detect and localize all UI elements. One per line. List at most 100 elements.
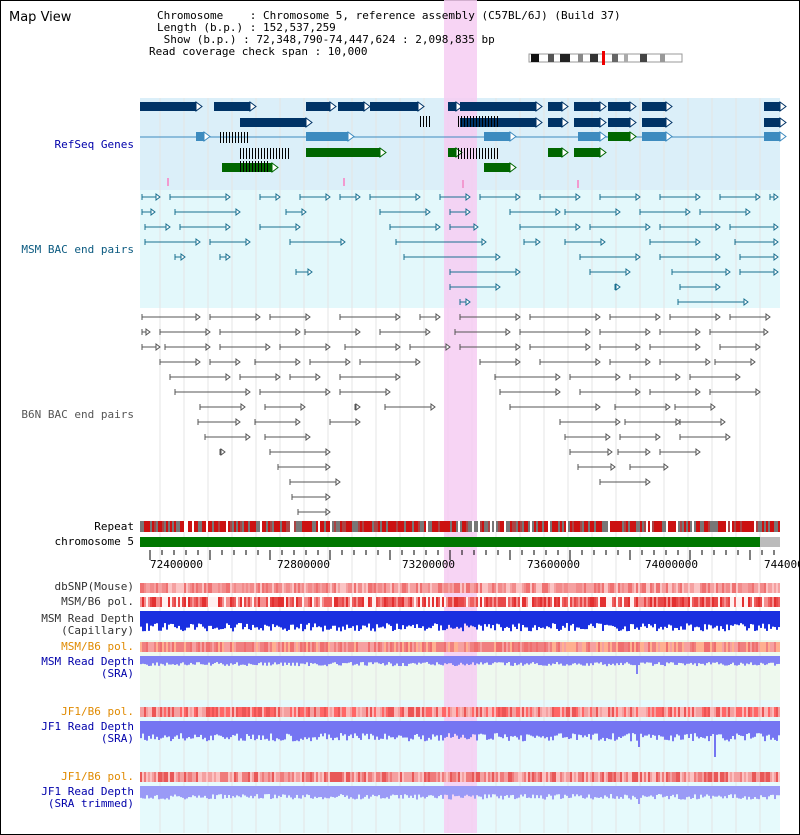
depth-bar [280, 786, 282, 797]
depth-bar [714, 611, 716, 628]
depth-bar [276, 721, 278, 739]
track-label-jf1-depth-sra[interactable]: JF1 Read Depth (SRA) [41, 721, 134, 745]
depth-bar [402, 656, 404, 664]
heat-mark [414, 642, 416, 652]
depth-bar [494, 786, 496, 795]
heat-mark [646, 772, 648, 782]
heat-mark [584, 583, 586, 593]
heat-mark [452, 583, 454, 593]
depth-bar [310, 721, 312, 742]
track-label-msm-depth-sra[interactable]: MSM Read Depth (SRA) [41, 656, 134, 680]
repeat-mark [302, 521, 304, 532]
track-label-msm-b6-pol-1[interactable]: MSM/B6 pol. [61, 595, 134, 608]
heat-mark [430, 597, 432, 607]
depth-bar [166, 786, 168, 799]
heat-mark [488, 642, 490, 652]
repeat-mark [720, 521, 722, 532]
heat-mark [314, 707, 316, 717]
heat-mark [766, 772, 768, 782]
track-label-msm-b6-pol-2[interactable]: MSM/B6 pol. [61, 640, 134, 653]
heat-mark [728, 707, 730, 717]
repeat-mark [724, 521, 726, 532]
track-label-msm-depth-capillary[interactable]: MSM Read Depth (Capillary) [41, 613, 134, 637]
depth-bar [406, 611, 408, 627]
depth-bar [640, 611, 642, 627]
depth-bar [444, 611, 446, 631]
heat-mark [550, 642, 552, 652]
track-label-dbsnp[interactable]: dbSNP(Mouse) [54, 580, 134, 593]
track-label-jf1-b6-pol-1[interactable]: JF1/B6 pol. [61, 705, 134, 718]
heat-mark [728, 642, 730, 652]
depth-bar [202, 721, 204, 740]
depth-bar [302, 721, 304, 740]
heat-mark [616, 583, 618, 593]
depth-bar [712, 656, 714, 663]
depth-bar [236, 656, 238, 663]
heat-mark [194, 597, 196, 607]
heat-mark [698, 597, 700, 607]
depth-bar [368, 656, 370, 663]
heat-mark [326, 583, 328, 593]
heat-mark [576, 707, 578, 717]
exon-tick [470, 148, 471, 159]
depth-bar [486, 721, 488, 740]
depth-bar [748, 656, 750, 665]
repeat-mark [722, 521, 724, 532]
depth-bar [274, 656, 276, 663]
heat-mark [752, 583, 754, 593]
heat-mark [456, 772, 458, 782]
depth-bar [308, 721, 310, 738]
heat-mark [206, 597, 208, 607]
depth-bar [260, 786, 262, 798]
heat-mark [360, 707, 362, 717]
track-label-refseq[interactable]: RefSeq Genes [54, 138, 134, 151]
heat-mark [768, 597, 770, 607]
depth-bar [270, 786, 272, 799]
heat-mark [692, 597, 694, 607]
heat-mark [634, 642, 636, 652]
heat-mark [762, 642, 764, 652]
heat-mark [532, 707, 534, 717]
repeat-mark [404, 521, 406, 532]
heat-mark [146, 583, 148, 593]
track-label-jf1-b6-pol-2[interactable]: JF1/B6 pol. [61, 770, 134, 783]
heat-mark [364, 642, 366, 652]
depth-bar [504, 721, 506, 735]
track-label-msm-bac[interactable]: MSM BAC end pairs [21, 243, 134, 256]
track-label-jf1-depth-trimmed[interactable]: JF1 Read Depth (SRA trimmed) [41, 786, 134, 810]
depth-bar [446, 786, 448, 795]
heat-mark [652, 597, 654, 607]
depth-bar [340, 656, 342, 666]
heat-mark [720, 583, 722, 593]
depth-bar [226, 786, 228, 799]
repeat-mark [326, 521, 328, 532]
heat-mark [574, 597, 576, 607]
heat-mark [242, 583, 244, 593]
track-label-repeat[interactable]: Repeat [94, 520, 134, 533]
repeat-mark [424, 521, 426, 532]
heat-mark [484, 772, 486, 782]
heat-mark [256, 642, 258, 652]
repeat-mark [766, 521, 768, 532]
heat-mark [346, 772, 348, 782]
depth-bar [442, 611, 444, 631]
track-label-b6n-bac[interactable]: B6N BAC end pairs [21, 408, 134, 421]
heat-mark [204, 642, 206, 652]
heat-mark [282, 772, 284, 782]
depth-bar [434, 786, 436, 798]
heat-mark [216, 642, 218, 652]
bac-end-arrow [615, 418, 621, 426]
heat-mark [390, 707, 392, 717]
heat-mark [194, 583, 196, 593]
heat-mark [674, 583, 676, 593]
depth-bar [606, 611, 608, 625]
heat-mark [304, 597, 306, 607]
depth-bar [458, 721, 460, 739]
heat-mark [172, 597, 174, 607]
heat-mark [398, 642, 400, 652]
depth-bar [202, 656, 204, 665]
heat-mark [552, 707, 554, 717]
heat-mark [430, 583, 432, 593]
heat-mark [516, 583, 518, 593]
